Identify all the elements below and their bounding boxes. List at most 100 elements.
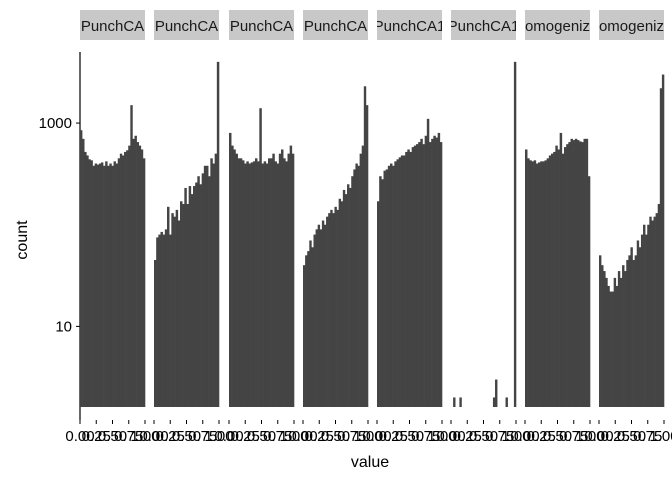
x-tick-label: 0.75 [263,428,292,445]
histogram-bar [199,184,202,407]
histogram-bar [171,213,174,407]
x-tick-label: 0.00 [65,428,94,445]
histogram-bar [529,160,532,407]
histogram-bar [315,229,318,407]
histogram-bar [622,265,625,407]
x-tick-label: 0.75 [337,428,366,445]
facet-panel: PunchCA 0.000.250.500.751.00 [288,10,383,445]
facet-strip-label: PunchCA1 [448,18,520,35]
histogram-bar [169,234,172,407]
histogram-bar [124,151,127,407]
histogram-bar [437,132,441,407]
histogram-bar [182,203,185,407]
histogram-bar [387,165,391,407]
histogram-bar [216,61,220,407]
histogram-bar [365,105,369,407]
histogram-bar [255,158,258,407]
histogram-bar [128,145,131,408]
histogram-bar [551,153,554,407]
facet-strip-label: PunchCA1 [374,18,446,35]
histogram-bar [347,184,350,407]
x-tick-label: 0.00 [214,428,243,445]
histogram-bar [206,165,209,407]
x-tick-label: 0.00 [436,428,465,445]
histogram-bar [80,130,83,408]
histogram-bar [214,153,218,407]
facet-panel: omogeniz 0.000.250.500.751.00 [510,10,605,445]
histogram-bar [342,189,346,407]
histogram-bar [134,135,137,407]
histogram-bar [405,151,408,407]
histogram-bar [577,140,580,407]
x-tick-label: 0.00 [584,428,613,445]
histogram-bar [257,161,260,407]
x-tick-label: 0.75 [114,428,143,445]
histogram-bar [268,158,271,407]
facet-panel: PunchCA 0.000.250.500.751.00 [214,10,309,445]
facet-panel: omogeniz 0.000.250.500.751.00 [584,10,672,445]
histogram-bar [98,163,102,407]
histogram-bar [544,160,547,407]
histogram-bar [659,88,663,407]
histogram-bar [177,220,181,407]
histogram-bar [239,158,243,407]
x-tick-label: 0.00 [362,428,391,445]
histogram-bar [570,138,573,407]
histogram-bar [661,74,665,408]
histogram-bar [363,86,367,407]
histogram-bar [332,213,335,407]
histogram-bar [632,259,635,407]
histogram-bar [601,265,604,407]
histogram-bar [180,201,183,407]
histogram-bar [453,397,456,407]
histogram-bar [113,161,116,407]
histogram-bar [540,161,543,407]
histogram-bar [248,163,251,407]
histogram-bar [394,161,397,407]
histogram-bar [344,194,348,407]
histogram-bar [90,160,93,407]
histogram-bar [250,162,254,407]
facet-strip [303,10,368,40]
histogram-bar [265,163,269,407]
histogram-bar [154,259,157,407]
histogram-bar [233,149,236,407]
histogram-bar [392,165,395,407]
facet-panel: PunchCA 0.000.250.500.751.00 [65,10,160,445]
histogram-bar [643,224,646,407]
histogram-bar [568,142,571,407]
histogram-bar [229,132,232,407]
histogram-bar [357,165,360,407]
facet-strip-label: omogeniz [525,18,590,35]
histogram-bar [188,186,192,407]
histogram-bar [555,145,558,408]
y-axis-title: count [14,220,31,260]
histogram-bar [167,206,170,407]
histogram-bar [531,161,534,407]
histogram-bar [636,240,640,407]
histogram-bar [603,271,606,407]
histogram-bar [599,255,602,407]
histogram-bar [585,138,589,407]
histogram-bar [574,138,578,407]
histogram-bar [326,216,329,407]
facet-strip-label: omogeniz [599,18,664,35]
histogram-bar [435,137,438,407]
x-tick-label: 0.50 [543,428,572,445]
histogram-bar [92,165,95,407]
histogram-bar [305,255,308,407]
x-tick-label: 0.50 [617,428,646,445]
histogram-bar [553,151,556,407]
histogram-bar [246,161,249,407]
x-tick-label: 0.50 [395,428,424,445]
histogram-bar [103,165,106,407]
y-tick-label: 1000 [39,115,72,132]
histogram-bar [276,163,280,407]
histogram-bar [420,138,423,407]
histogram-bar [361,145,365,408]
histogram-bar [330,209,333,407]
x-tick-label: 0.25 [82,428,111,445]
x-tick-label: 0.25 [379,428,408,445]
histogram-bar [390,163,393,407]
x-tick-label: 0.25 [527,428,556,445]
